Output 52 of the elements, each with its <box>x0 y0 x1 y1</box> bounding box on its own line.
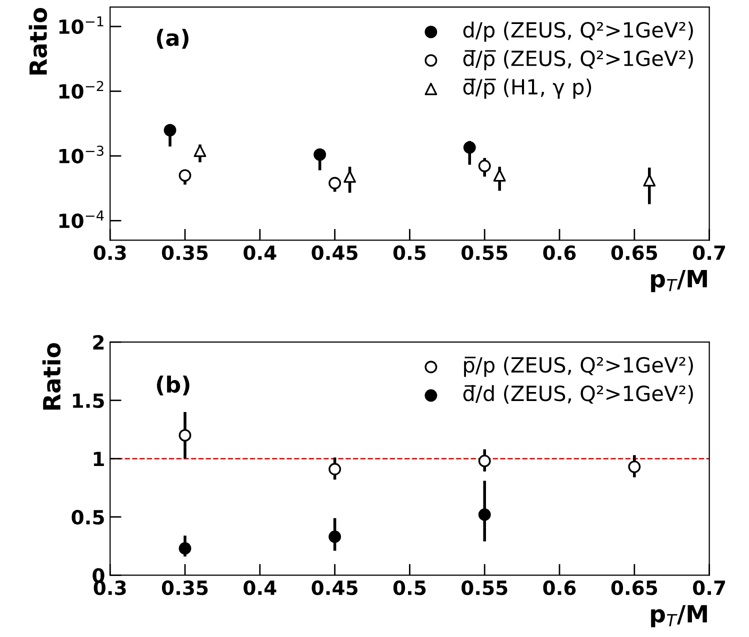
x-tick-label: 0.35 <box>162 580 208 596</box>
legend-label: d/p (ZEUS, Q²>1GeV²) <box>463 22 693 42</box>
x-tick-label: 0.6 <box>543 245 576 260</box>
x-tick-label: 0.7 <box>693 580 725 596</box>
annotation: (a) <box>156 28 188 49</box>
point <box>328 462 342 476</box>
point <box>478 160 491 172</box>
point <box>328 176 342 190</box>
x-tick-label: 0.65 <box>611 245 658 260</box>
legend-label: d̅/p̅ (H1, γ p) <box>463 78 592 99</box>
point <box>628 460 641 474</box>
x-tick-label: 0.55 <box>462 245 508 260</box>
point <box>493 169 506 182</box>
x-tick-label: 0.45 <box>312 245 358 260</box>
x-tick-label: 0.3 <box>94 245 126 260</box>
y-tick-label: 0.5 <box>72 510 104 525</box>
x-axis-title: p$_{T}$/M <box>651 270 707 292</box>
x-tick-label: 0.35 <box>162 245 208 260</box>
y-tick-label: 10$^{−3}$ <box>59 146 104 164</box>
point <box>178 169 192 182</box>
x-tick-label: 0.4 <box>244 245 276 260</box>
point <box>164 124 176 136</box>
legend-label: p̅/p (ZEUS, Q²>1GeV²) <box>464 356 693 377</box>
point <box>194 144 206 158</box>
x-tick-label: 0.4 <box>244 580 276 596</box>
y-tick-label: 10$^{−1}$ <box>59 16 104 34</box>
x-tick-label: 0.45 <box>312 580 358 596</box>
x-tick-label: 0.5 <box>393 245 426 260</box>
annotation: (b) <box>156 376 190 396</box>
x-axis-title: p$_{T}$/M <box>651 605 707 628</box>
point <box>463 141 476 154</box>
legend-label: d̅/p̅ (ZEUS, Q²>1GeV²) <box>463 50 693 70</box>
x-tick-label: 0.65 <box>611 580 658 596</box>
point <box>178 542 192 555</box>
y-tick-label: 1.5 <box>72 394 104 408</box>
y-axis-title: Ratio <box>42 343 61 410</box>
point <box>328 530 342 543</box>
y-tick-label: 2 <box>93 335 104 350</box>
y-tick-label: 1 <box>94 452 104 466</box>
y-axis-title: Ratio <box>28 8 48 75</box>
x-tick-label: 0.6 <box>543 580 576 596</box>
point <box>314 148 326 161</box>
y-tick-label: 10$^{−4}$ <box>59 210 104 228</box>
x-tick-label: 0.55 <box>462 580 508 596</box>
y-tick-label: 10$^{−2}$ <box>59 80 104 99</box>
point <box>478 454 491 468</box>
x-tick-label: 0.7 <box>693 245 725 260</box>
point <box>643 174 656 187</box>
legend-label: d̅/d (ZEUS, Q²>1GeV²) <box>463 385 693 404</box>
x-tick-label: 0.5 <box>393 580 426 596</box>
point <box>178 429 192 442</box>
point <box>478 508 491 521</box>
